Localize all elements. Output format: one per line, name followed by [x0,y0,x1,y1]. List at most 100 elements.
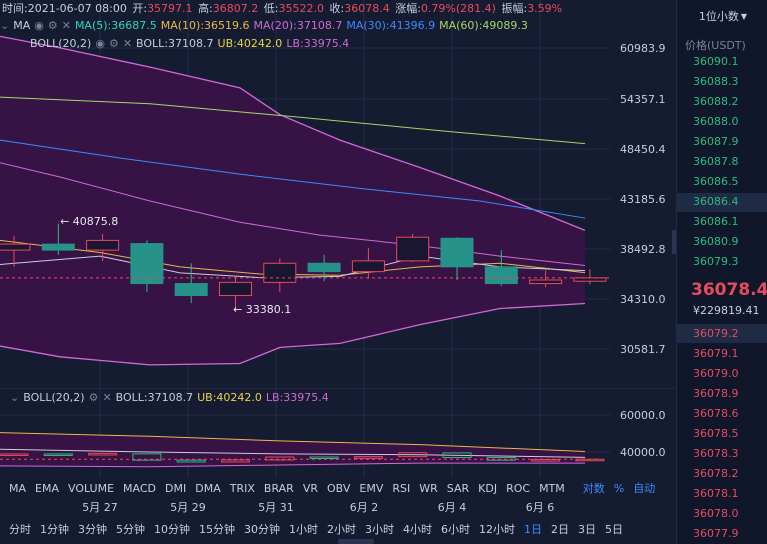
boll-value: BOLL:37108.7 [136,36,214,50]
bid-price[interactable]: 36077.9 [693,527,739,540]
sub-boll-lower-band [0,462,586,468]
candle-body [86,239,120,251]
indicator-tab[interactable]: DMI [165,481,187,495]
ask-price[interactable]: 36080.9 [693,235,739,248]
settings-gear-icon[interactable]: ⚙ [108,36,119,50]
date-axis: 5月 27 5月 29 5月 31 6月 2 6月 4 6月 6 [82,501,555,514]
sub-candle-body [176,459,206,463]
bid-price[interactable]: 36078.1 [693,487,739,500]
axis-mode-toggle[interactable]: 自动 [633,482,656,495]
indicator-tab[interactable]: MA [9,481,27,495]
timeframe-tab[interactable]: 2小时 [327,523,356,536]
indicator-tab[interactable]: BRAR [263,481,294,495]
eye-icon[interactable]: ◉ [95,36,105,50]
collapse-chevron-icon[interactable]: ⌄ [0,18,10,32]
candle-body [174,283,208,297]
close-icon[interactable]: ✕ [102,390,112,404]
bottom-drag-handle[interactable] [338,539,374,544]
date-axis-label: 6月 6 [526,501,555,514]
indicator-tab[interactable]: MTM [539,481,565,495]
ask-price[interactable]: 36090.1 [693,55,739,68]
ask-price[interactable]: 36088.2 [693,95,739,108]
timeframe-tab[interactable]: 1小时 [289,523,318,536]
bid-price[interactable]: 36079.2 [693,327,739,340]
indicator-tab[interactable]: EMV [359,481,384,495]
price-axis-label: 30581.7 [620,343,666,356]
ask-price[interactable]: 36088.3 [693,75,739,88]
timeframe-tab[interactable]: 分时 [9,523,31,536]
sub-boll-ub-value: UB:40242.0 [197,390,262,404]
ask-price[interactable]: 36087.9 [693,135,739,148]
ask-price[interactable]: 36086.5 [693,175,739,188]
candle-body [351,260,385,273]
timeframe-tab[interactable]: 10分钟 [154,523,190,536]
timeframe-tab[interactable]: 6小时 [441,523,470,536]
indicator-tab[interactable]: TRIX [229,481,255,495]
indicator-tab[interactable]: DMA [195,481,221,495]
panel-resize-handle[interactable] [672,230,677,254]
timeframe-tab[interactable]: 5日 [605,523,623,536]
timeframe-tab[interactable]: 1日 [524,523,542,536]
bid-price[interactable]: 36078.0 [693,507,739,520]
ask-price[interactable]: 36088.0 [693,115,739,128]
sub-candle-body [132,453,162,461]
price-axis-label: 54357.1 [620,93,666,106]
indicator-tab[interactable]: VR [302,481,318,495]
precision-dropdown[interactable]: 1位小数 ▼ [685,6,761,26]
ask-price[interactable]: 36087.8 [693,155,739,168]
indicator-tab[interactable]: MACD [123,481,157,495]
indicator-tab[interactable]: RSI [392,481,411,495]
timeframe-tab[interactable]: 30分钟 [244,523,280,536]
main-price-chart[interactable]: 60983.9 54357.1 48450.4 43185.6 38492.8 34310… [0,0,676,390]
date-axis-label: 6月 4 [438,501,467,514]
ask-highlight-row [677,193,767,212]
timeframe-tab[interactable]: 12小时 [479,523,515,536]
close-icon[interactable]: ✕ [61,18,71,32]
candle-body [41,243,75,251]
timeframe-tab[interactable]: 15分钟 [199,523,235,536]
bid-price[interactable]: 36078.3 [693,447,739,460]
indicator-tabs: MA EMA VOLUME MACD DMI DMA TRIX BRAR VR OBV EMV RSI… [0,479,676,497]
indicator-tab[interactable]: OBV [327,481,351,495]
candle-body [0,243,31,251]
bid-price[interactable]: 36079.1 [693,347,739,360]
indicator-tab[interactable]: VOLUME [67,481,115,495]
ma20-line [0,162,586,267]
timeframe-tab[interactable]: 5分钟 [116,523,145,536]
bid-price[interactable]: 36079.0 [693,367,739,380]
indicator-tab[interactable]: KDJ [478,481,498,495]
bid-price[interactable]: 36078.5 [693,427,739,440]
timeframe-tab[interactable]: 1分钟 [40,523,69,536]
boll-name: BOLL(20,2) [30,36,92,50]
timeframe-tab[interactable]: 2日 [551,523,569,536]
caret-down-icon: ▼ [740,11,748,21]
indicator-tab[interactable]: EMA [35,481,59,495]
ma-name: MA [13,18,31,32]
ask-price[interactable]: 36086.1 [693,215,739,228]
indicator-tab[interactable]: WR [419,481,438,495]
ma60-value: MA(60):49089.3 [439,18,528,32]
orderbook-panel: 1位小数 ▼ 价格(USDT) 36090.1 36088.3 36088.2 360… [676,0,767,544]
bid-price[interactable]: 36078.6 [693,407,739,420]
ask-price[interactable]: 36079.3 [693,255,739,268]
bid-price[interactable]: 36078.9 [693,387,739,400]
bid-price[interactable]: 36078.2 [693,467,739,480]
axis-mode-toggle[interactable]: % [613,481,625,495]
timeframe-tab[interactable]: 3日 [578,523,596,536]
timeframe-tab[interactable]: 3分钟 [78,523,107,536]
timeframe-tab[interactable]: 3小时 [365,523,394,536]
timeframe-tab[interactable]: 4小时 [403,523,432,536]
chart-area[interactable]: 60983.9 54357.1 48450.4 43185.6 38492.8 34310… [0,0,676,544]
indicator-tab[interactable]: SAR [446,481,470,495]
sub-boll-band-fill [0,432,585,467]
ask-price[interactable]: 36086.4 [693,195,739,208]
boll-lb-value: LB:33975.4 [286,36,350,50]
close-icon[interactable]: ✕ [122,36,133,50]
axis-mode-toggle[interactable]: 对数 [582,482,605,495]
eye-icon[interactable]: ◉ [34,18,44,32]
settings-gear-icon[interactable]: ⚙ [88,390,99,404]
collapse-chevron-icon[interactable]: ⌄ [10,390,20,404]
indicator-tab[interactable]: ROC [506,481,531,495]
settings-gear-icon[interactable]: ⚙ [47,18,58,32]
